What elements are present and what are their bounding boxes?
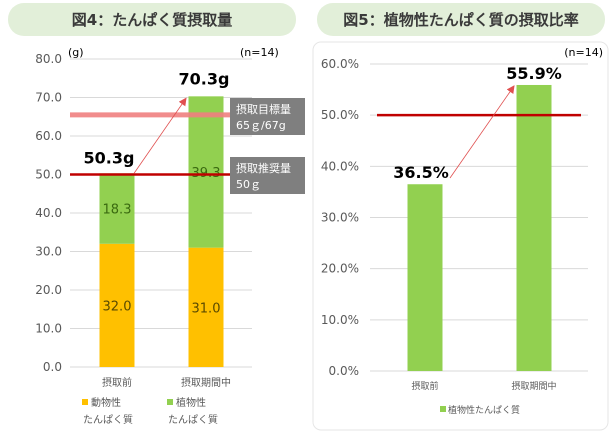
- legend-label: 動物性: [91, 396, 121, 409]
- y-tick-label: 30.0%: [321, 211, 359, 225]
- bar-segment: [99, 243, 135, 367]
- data-label: 31.0: [192, 301, 221, 316]
- legend-swatch: [82, 399, 88, 405]
- y-tick-label: 10.0: [35, 322, 62, 336]
- fig5-title: 図5：植物性たんぱく質の摂取比率: [343, 11, 578, 29]
- bar-segment: [99, 173, 135, 244]
- fig4-title: 図4：たんぱく質摂取量: [72, 11, 232, 29]
- y-tick-label: 30.0: [35, 245, 62, 259]
- y-tick-label: 20.0%: [321, 262, 359, 276]
- x-tick-label: 摂取前: [411, 380, 438, 392]
- reference-note-box: [230, 98, 305, 135]
- reference-note-text: 65ｇ/67g: [236, 119, 286, 132]
- y-tick-label: 60.0%: [321, 57, 359, 71]
- fig4-title-pill: [8, 3, 296, 36]
- y-tick-label: 70.0: [35, 91, 62, 105]
- x-tick-label: 摂取期間中: [511, 380, 556, 392]
- y-tick-label: 50.0: [35, 168, 62, 182]
- legend-label: たんぱく質: [168, 413, 218, 426]
- reference-note-text: 摂取推奨量: [236, 161, 291, 175]
- y-tick-label: 40.0: [35, 206, 62, 220]
- bar-segment: [188, 96, 224, 248]
- y-tick-label: 80.0: [35, 52, 62, 66]
- x-tick-label: 摂取期間中: [181, 376, 231, 389]
- data-label: 18.3: [103, 203, 132, 218]
- increase-arrow: [133, 97, 187, 174]
- reference-note-box: [230, 157, 305, 194]
- y-tick-label: 20.0: [35, 283, 62, 297]
- bar: [407, 184, 443, 371]
- y-tick-label: 0.0: [43, 360, 62, 374]
- data-label: 55.9%: [506, 64, 562, 83]
- y-tick-label: 60.0: [35, 129, 62, 143]
- y-tick-label: 10.0%: [321, 313, 359, 327]
- legend-swatch: [167, 399, 173, 405]
- fig4-n-label: (n=14): [240, 46, 279, 59]
- fig4-unit-label: (g): [68, 46, 84, 59]
- legend-label: 植物性たんぱく質: [448, 404, 520, 416]
- total-label: 70.3g: [179, 69, 230, 88]
- y-tick-label: 40.0%: [321, 159, 359, 173]
- legend-label: 植物性: [176, 396, 206, 409]
- legend-label: たんぱく質: [83, 413, 133, 426]
- reference-note-text: 50ｇ: [236, 178, 261, 191]
- legend-swatch: [440, 406, 446, 412]
- bar-segment: [188, 247, 224, 367]
- fig5-title-pill: [317, 3, 605, 36]
- data-label: 36.5%: [393, 163, 449, 182]
- reference-note-text: 摂取目標量: [236, 102, 291, 116]
- y-tick-label: 50.0%: [321, 108, 359, 122]
- total-label: 50.3g: [84, 148, 135, 167]
- x-tick-label: 摂取前: [102, 376, 132, 389]
- fig5-n-label: (n=14): [564, 46, 603, 59]
- y-tick-label: 0.0%: [329, 364, 360, 378]
- bar: [516, 84, 552, 371]
- data-label: 32.0: [103, 299, 132, 314]
- fig5-frame: [312, 41, 609, 431]
- increase-arrow: [449, 85, 515, 179]
